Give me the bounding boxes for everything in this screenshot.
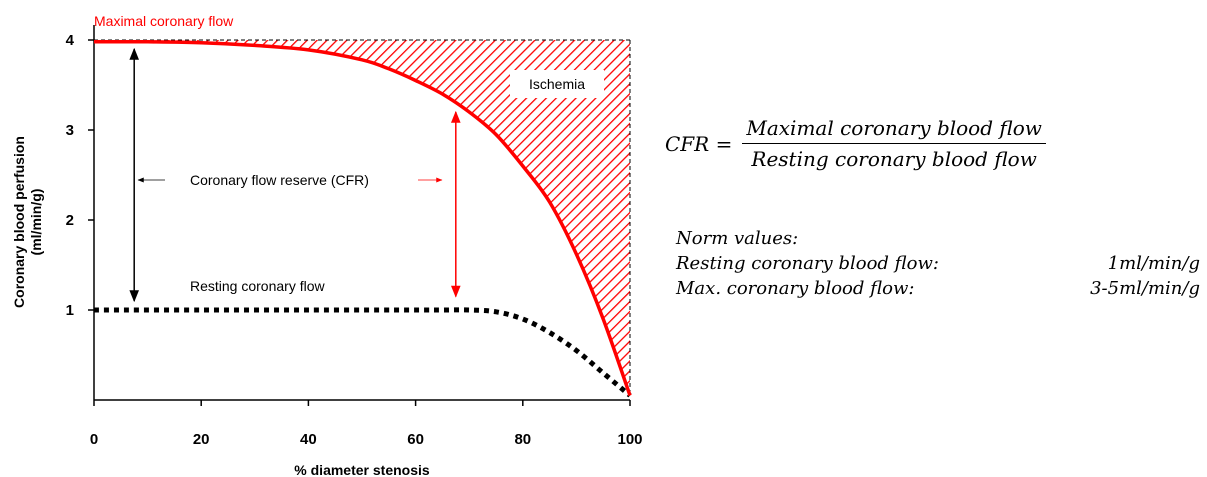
formula-lhs: CFR = (665, 131, 733, 156)
svg-text:(ml/min/g): (ml/min/g) (28, 189, 44, 256)
norm-values-title: Norm values: (676, 228, 799, 249)
y-tick-label: 1 (66, 302, 74, 319)
y-tick-label: 3 (66, 122, 74, 139)
maximal-flow-label: Maximal coronary flow (94, 13, 234, 29)
resting-flow-label: Resting coronary flow (190, 278, 326, 294)
x-axis-title: % diameter stenosis (294, 462, 430, 477)
norm-value: 1ml/min/g (1107, 253, 1200, 274)
x-tick-label: 100 (617, 431, 642, 448)
norm-values-block: Norm values: Resting coronary blood flow… (676, 226, 1200, 301)
norm-label: Resting coronary blood flow: (676, 253, 939, 274)
x-tick-label: 0 (90, 431, 98, 448)
formula-numerator: Maximal coronary blood flow (742, 116, 1046, 144)
formula-denominator: Resting coronary blood flow (751, 147, 1037, 171)
cfr-formula: CFR = Maximal coronary blood flow Restin… (665, 116, 1046, 171)
norm-value: 3-5ml/min/g (1090, 278, 1200, 299)
y-tick-label: 4 (66, 32, 75, 49)
norm-row-max: Max. coronary blood flow: 3-5ml/min/g (676, 276, 1200, 301)
x-tick-label: 20 (193, 431, 210, 448)
y-axis-title: Coronary blood perfusion (ml/min/g) (11, 136, 44, 308)
y-tick-label: 2 (66, 212, 74, 229)
formula-fraction: Maximal coronary blood flow Resting coro… (742, 116, 1046, 171)
stenosis-flow-chart: 0 20 40 60 80 100 1 2 3 4 Maximal coronary flow I… (11, 13, 643, 477)
norm-label: Max. coronary blood flow: (676, 278, 915, 299)
x-tick-label: 60 (407, 431, 424, 448)
x-tick-label: 80 (514, 431, 531, 448)
maximal-flow-series (93, 40, 632, 397)
axes: 0 20 40 60 80 100 1 2 3 4 (66, 25, 643, 448)
svg-text:Coronary blood perfusion: Coronary blood perfusion (11, 136, 27, 308)
resting-flow-series (94, 307, 632, 398)
ischemia-label: Ischemia (529, 76, 585, 92)
norm-row-resting: Resting coronary blood flow: 1ml/min/g (676, 251, 1200, 276)
cfr-label: Coronary flow reserve (CFR) (190, 172, 369, 188)
x-tick-label: 40 (300, 431, 317, 448)
ischemia-hatched-area (94, 40, 630, 396)
ischemia-label-box (510, 70, 604, 98)
